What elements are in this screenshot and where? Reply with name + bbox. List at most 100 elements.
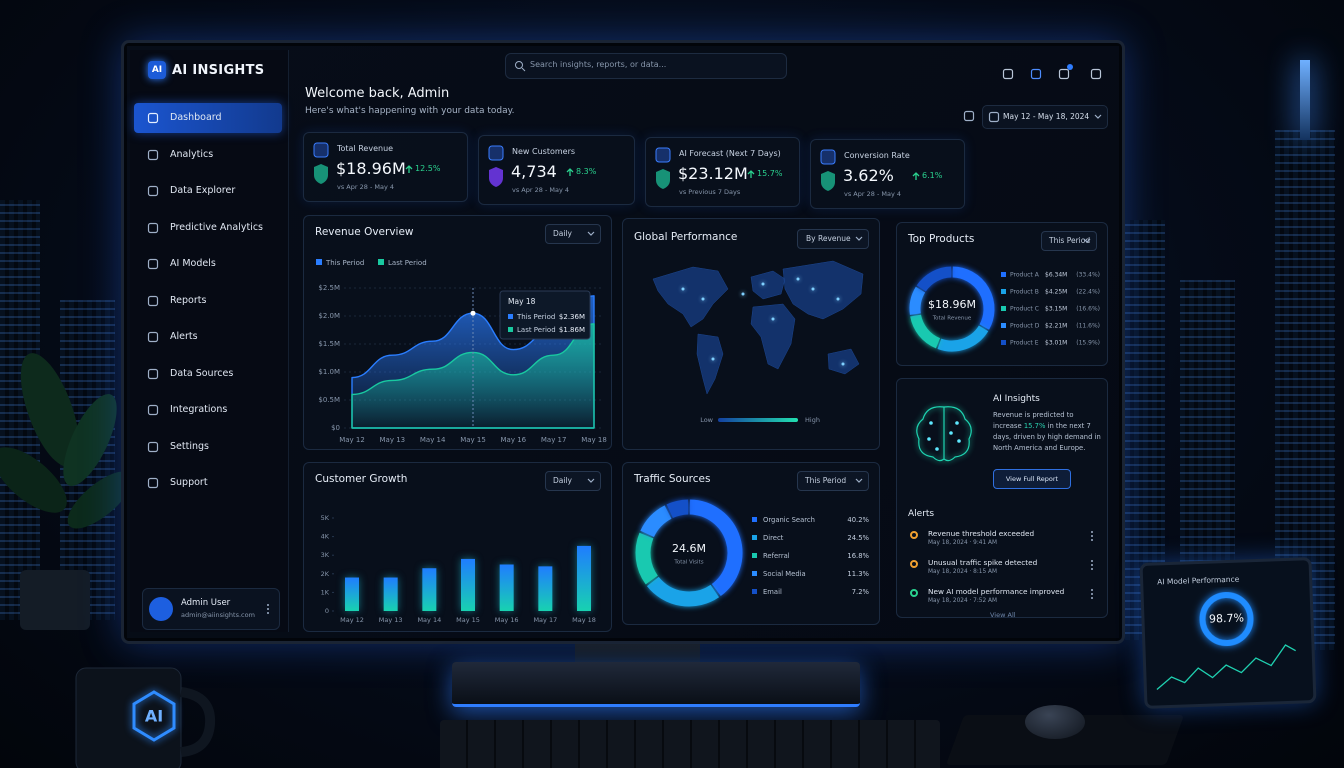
alert-time: May 18, 2024 · 7:52 AM <box>928 598 997 604</box>
chevron <box>1083 238 1091 243</box>
arrow-up <box>566 168 574 176</box>
handle <box>521 67 526 72</box>
products-chart: $18.96M Total Revenue Product A $6.34M (33.4… <box>909 266 1100 352</box>
node <box>957 439 961 443</box>
icon <box>147 112 159 124</box>
nav-label: Support <box>170 477 208 488</box>
kpi-label: Conversion Rate <box>844 151 910 160</box>
chevron <box>587 231 595 236</box>
donut-center-value: $18.96M <box>928 298 976 311</box>
product-amount: $3.01M <box>1045 340 1067 347</box>
dropdown[interactable]: Daily <box>545 471 601 491</box>
alerts-footer[interactable]: View All <box>990 611 1016 619</box>
welcome-subtitle: Here's what's happening with your data t… <box>305 106 515 116</box>
glyph <box>988 111 1000 123</box>
bar <box>538 566 553 611</box>
icon <box>1094 114 1102 119</box>
nav-label: Dashboard <box>170 112 222 123</box>
dropdown[interactable]: By Revenue <box>797 229 869 249</box>
dot <box>1091 531 1093 533</box>
search-placeholder: Search insights, reports, or data... <box>530 60 667 69</box>
kpi-card: AI Forecast (Next 7 Days) $23.12M 15.7% vs … <box>645 137 800 207</box>
hover-dot <box>470 310 476 316</box>
panel-title: Revenue Overview <box>315 226 414 238</box>
donut-segment <box>689 499 743 597</box>
legend-bar <box>718 418 798 422</box>
glyph <box>147 404 159 416</box>
legend-swatch <box>752 553 757 558</box>
search-icon <box>515 61 526 72</box>
y-tick-label: $1.0M <box>318 368 340 376</box>
traffic-chart: 24.6M Total Visits Organic Search 40.2% Dire… <box>635 499 870 607</box>
product-name: Product D <box>1010 323 1040 330</box>
tablet-chart: 98.7% <box>1156 592 1296 691</box>
panel-title: Customer Growth <box>315 473 408 485</box>
nav-item[interactable]: Predictive Analytics <box>134 213 282 243</box>
source-share: 40.2% <box>847 516 869 524</box>
glyph <box>1002 68 1014 80</box>
nav-item[interactable]: Data Explorer <box>134 176 282 206</box>
icon <box>147 477 159 489</box>
search-bar[interactable]: Search insights, reports, or data... <box>505 53 787 79</box>
user-card[interactable]: Admin User admin@aiinsights.com <box>142 588 280 630</box>
donut-segment <box>635 532 659 585</box>
dropdown[interactable]: This Period <box>797 471 869 491</box>
nav-item[interactable]: Support <box>134 468 282 498</box>
kpi-label: Total Revenue <box>337 144 394 153</box>
icon <box>566 168 574 176</box>
source-share: 24.5% <box>847 534 869 542</box>
world-map: Low High <box>652 260 864 424</box>
y-tick-label: 2K <box>321 570 330 578</box>
glyph <box>147 185 159 197</box>
legend-high: High <box>805 416 820 424</box>
nav-label: Settings <box>170 440 209 452</box>
nav-item[interactable]: Analytics <box>134 140 282 170</box>
icon <box>147 404 159 416</box>
date-range: May 12 - May 18, 2024 <box>1003 112 1090 121</box>
dropdown[interactable]: This Period <box>1041 231 1097 251</box>
date-picker[interactable]: May 12 - May 18, 2024 <box>982 105 1108 129</box>
city-dot <box>841 362 845 366</box>
nav-item[interactable]: Settings <box>134 432 282 462</box>
source-share: 11.3% <box>847 570 869 578</box>
dropdown-label: This Period <box>1049 236 1091 245</box>
nav-item[interactable]: Integrations <box>134 395 282 425</box>
icon <box>147 185 159 197</box>
continent <box>696 333 724 395</box>
shield <box>821 171 835 191</box>
dot <box>267 612 269 614</box>
mouse <box>1025 705 1085 739</box>
glyph <box>147 477 159 489</box>
legend-swatch <box>1001 323 1006 328</box>
donut-segment <box>952 266 995 330</box>
dot <box>1091 597 1093 599</box>
report-button-label: View Full Report <box>1005 475 1059 483</box>
nav-item[interactable]: Alerts <box>134 322 282 352</box>
kpi-change: 6.1% <box>922 171 943 180</box>
dropdown[interactable]: Daily <box>545 224 601 244</box>
nav-item[interactable]: AI Models <box>134 249 282 279</box>
brain-outline <box>916 406 972 462</box>
nav-item[interactable]: Data Sources <box>134 359 282 389</box>
chevron <box>587 478 595 483</box>
nav-item[interactable]: Reports <box>134 286 282 316</box>
user-name: Admin User <box>181 598 231 608</box>
nav-item[interactable]: Dashboard <box>134 103 282 133</box>
product-share: (11.6%) <box>1076 323 1100 330</box>
source-name: Organic Search <box>763 516 815 524</box>
alerts-title: Alerts <box>908 509 935 519</box>
dropdown-label: Daily <box>553 476 572 485</box>
kpi-period: vs Previous 7 Days <box>679 188 741 196</box>
glyph <box>147 149 159 160</box>
report-button[interactable]: View Full Report <box>993 469 1071 489</box>
icon <box>988 111 1000 123</box>
avatar <box>149 597 173 621</box>
donut-segment <box>910 314 941 349</box>
kpi-label: New Customers <box>512 147 576 156</box>
y-tick-label: 3K <box>321 551 330 559</box>
gauge-value: 98.7% <box>1209 611 1244 625</box>
donut-segment <box>916 266 952 292</box>
icon <box>855 478 863 483</box>
donut-segment <box>909 286 926 315</box>
kpi-change: 12.5% <box>415 164 441 173</box>
